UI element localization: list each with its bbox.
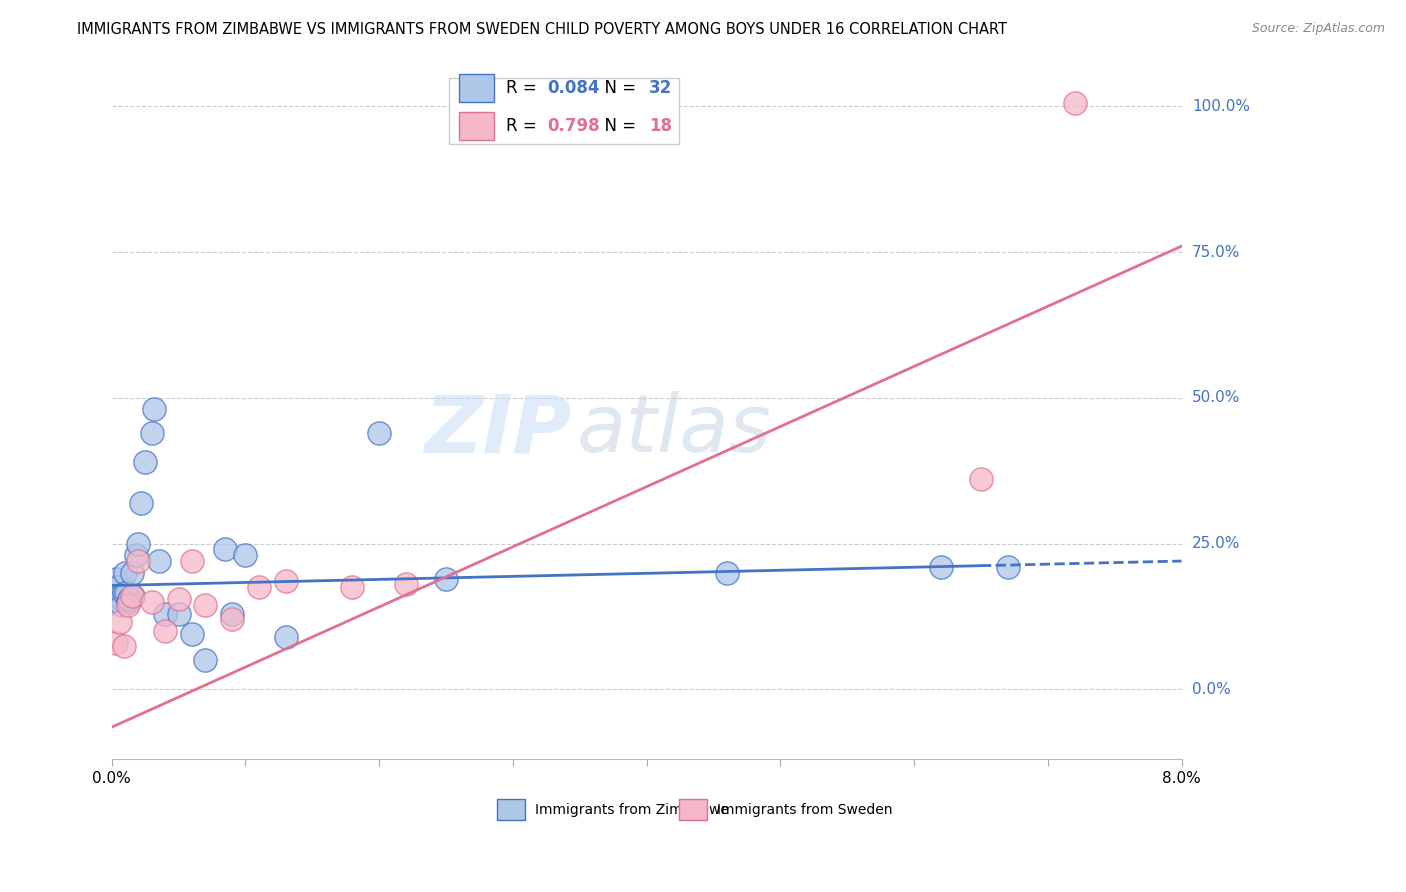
Point — [194, 653, 217, 667]
Point — [395, 577, 418, 591]
Point — [108, 589, 131, 603]
Point — [274, 630, 297, 644]
Point — [143, 402, 166, 417]
Point — [274, 574, 297, 589]
Text: ZIP: ZIP — [425, 392, 572, 469]
Bar — [679, 799, 706, 820]
Point — [121, 566, 143, 580]
Point — [221, 612, 243, 626]
Bar — [460, 112, 494, 140]
Point — [117, 598, 139, 612]
Point — [112, 639, 135, 653]
Text: Source: ZipAtlas.com: Source: ZipAtlas.com — [1251, 22, 1385, 36]
Point — [111, 598, 134, 612]
Point — [716, 566, 738, 580]
Point — [134, 455, 156, 469]
Text: 0.798: 0.798 — [547, 117, 600, 135]
Point — [127, 536, 149, 550]
Text: 18: 18 — [648, 117, 672, 135]
Point — [929, 559, 952, 574]
Point — [214, 542, 236, 557]
Point — [104, 635, 127, 649]
Text: atlas: atlas — [576, 392, 772, 469]
Bar — [460, 74, 494, 102]
Point — [997, 559, 1019, 574]
Point — [141, 425, 163, 440]
Text: Immigrants from Sweden: Immigrants from Sweden — [717, 803, 893, 817]
Point — [153, 607, 176, 621]
Bar — [496, 799, 524, 820]
Point — [342, 580, 364, 594]
Point — [167, 607, 190, 621]
Text: 25.0%: 25.0% — [1192, 536, 1240, 551]
Point — [434, 572, 457, 586]
Point — [104, 572, 127, 586]
FancyBboxPatch shape — [449, 78, 679, 145]
Text: 75.0%: 75.0% — [1192, 244, 1240, 260]
Text: Immigrants from Zimbabwe: Immigrants from Zimbabwe — [536, 803, 730, 817]
Point — [115, 586, 138, 600]
Text: 0.0%: 0.0% — [1192, 681, 1230, 697]
Text: R =: R = — [506, 78, 543, 96]
Point — [118, 591, 141, 606]
Text: R =: R = — [506, 117, 543, 135]
Point — [167, 591, 190, 606]
Point — [181, 627, 204, 641]
Text: 0.084: 0.084 — [547, 78, 599, 96]
Point — [125, 548, 148, 562]
Point — [1063, 96, 1085, 111]
Point — [107, 580, 129, 594]
Text: N =: N = — [595, 78, 641, 96]
Point — [970, 472, 993, 486]
Point — [221, 607, 243, 621]
Point — [194, 598, 217, 612]
Text: 50.0%: 50.0% — [1192, 391, 1240, 405]
Point — [368, 425, 391, 440]
Point — [129, 496, 152, 510]
Point — [153, 624, 176, 638]
Point — [181, 554, 204, 568]
Point — [141, 595, 163, 609]
Point — [112, 586, 135, 600]
Point — [247, 580, 270, 594]
Point — [235, 548, 257, 562]
Text: 32: 32 — [648, 78, 672, 96]
Point — [108, 615, 131, 630]
Point — [127, 554, 149, 568]
Text: IMMIGRANTS FROM ZIMBABWE VS IMMIGRANTS FROM SWEDEN CHILD POVERTY AMONG BOYS UNDE: IMMIGRANTS FROM ZIMBABWE VS IMMIGRANTS F… — [77, 22, 1007, 37]
Point — [122, 589, 145, 603]
Point — [121, 589, 143, 603]
Point — [117, 595, 139, 609]
Point — [148, 554, 170, 568]
Point — [110, 591, 132, 606]
Text: N =: N = — [595, 117, 641, 135]
Text: 100.0%: 100.0% — [1192, 99, 1250, 114]
Point — [114, 566, 136, 580]
